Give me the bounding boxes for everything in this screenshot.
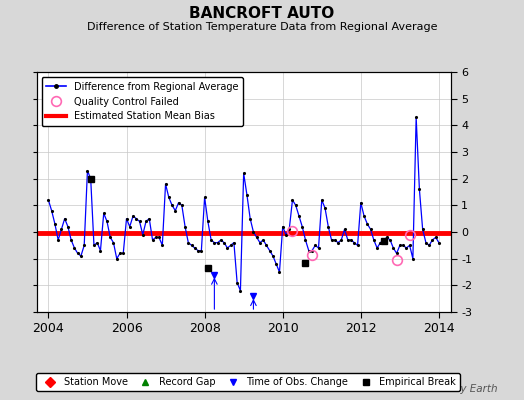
Text: Difference of Station Temperature Data from Regional Average: Difference of Station Temperature Data f… — [87, 22, 437, 32]
Legend: Difference from Regional Average, Quality Control Failed, Estimated Station Mean: Difference from Regional Average, Qualit… — [41, 77, 243, 126]
Legend: Station Move, Record Gap, Time of Obs. Change, Empirical Break: Station Move, Record Gap, Time of Obs. C… — [36, 373, 460, 391]
Text: Berkeley Earth: Berkeley Earth — [421, 384, 498, 394]
Text: BANCROFT AUTO: BANCROFT AUTO — [189, 6, 335, 21]
